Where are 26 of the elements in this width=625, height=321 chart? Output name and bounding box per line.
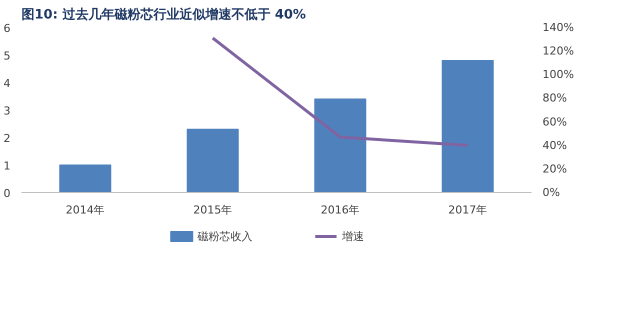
- chart-title: 图10: 过去几年磁粉芯行业近似增速不低于 40%: [22, 6, 306, 22]
- y-tick-label: 5: [4, 50, 10, 62]
- legend-label: 增速: [340, 230, 364, 243]
- y-tick-label: 3: [4, 104, 10, 118]
- bar: [442, 60, 494, 192]
- bar: [314, 98, 366, 192]
- y2-tick-label: 20%: [542, 162, 567, 176]
- x-tick-label: 2014年: [66, 204, 105, 216]
- legend-label: 磁粉芯收入: [196, 230, 253, 243]
- bar: [186, 128, 239, 192]
- y-tick-label: 4: [4, 77, 10, 90]
- y-tick-label: 6: [4, 22, 10, 35]
- y2-tick-label: 60%: [542, 115, 567, 128]
- y-tick-label: 0: [4, 187, 10, 200]
- x-tick-label: 2016年: [320, 204, 360, 216]
- y2-tick-label: 140%: [542, 21, 574, 34]
- y-tick-label: 2: [4, 132, 10, 145]
- y2-tick-label: 120%: [542, 44, 574, 58]
- y2-tick-label: 100%: [542, 68, 574, 82]
- x-tick-label: 2015年: [193, 204, 232, 216]
- y2-tick-label: 80%: [542, 92, 567, 105]
- x-tick-label: 2017年: [448, 204, 488, 216]
- bar: [59, 164, 112, 192]
- y2-tick-label: 0%: [542, 186, 560, 199]
- y2-tick-label: 40%: [542, 138, 567, 152]
- y-tick-label: 1: [4, 160, 10, 172]
